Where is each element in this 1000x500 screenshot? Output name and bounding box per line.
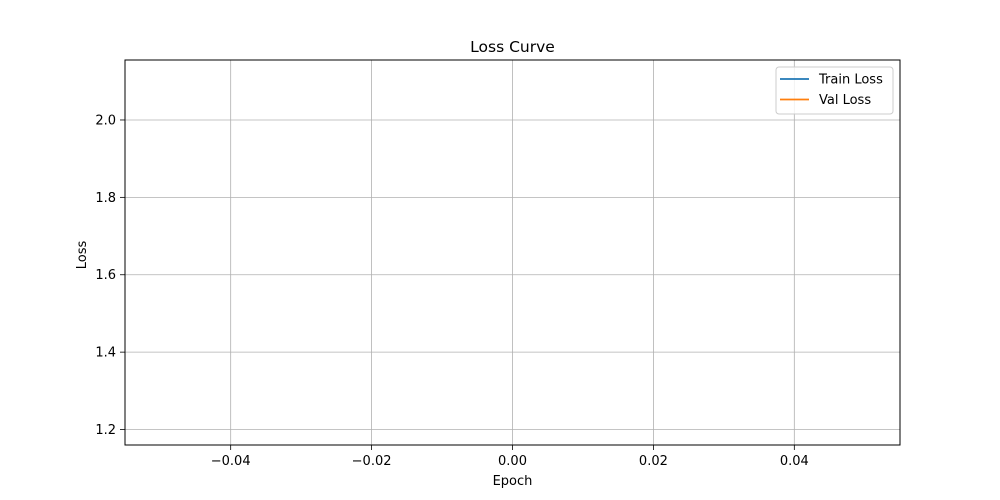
y-tick-label: 1.2 [95,423,116,438]
legend: Train Loss Val Loss [775,66,894,115]
x-tick-label: 0.02 [639,454,668,469]
x-axis-title: Epoch [493,474,533,489]
y-tick-label: 1.6 [95,268,116,283]
x-tick-label: −0.04 [211,454,251,469]
y-axis-ticks: 1.2 1.4 1.6 1.8 2.0 [95,113,125,438]
y-tick-label: 2.0 [95,113,116,128]
legend-label: Train Loss [818,73,883,88]
y-axis-title: Loss [75,241,90,270]
legend-label: Val Loss [819,93,871,108]
x-tick-label: 0.00 [498,454,527,469]
grid-lines [125,60,900,445]
chart-title: Loss Curve [470,38,555,56]
x-tick-label: −0.02 [352,454,392,469]
y-tick-label: 1.4 [95,346,116,361]
x-axis-ticks: −0.04 −0.02 0.00 0.02 0.04 [211,445,809,469]
x-tick-label: 0.04 [780,454,809,469]
y-tick-label: 1.8 [95,191,116,206]
